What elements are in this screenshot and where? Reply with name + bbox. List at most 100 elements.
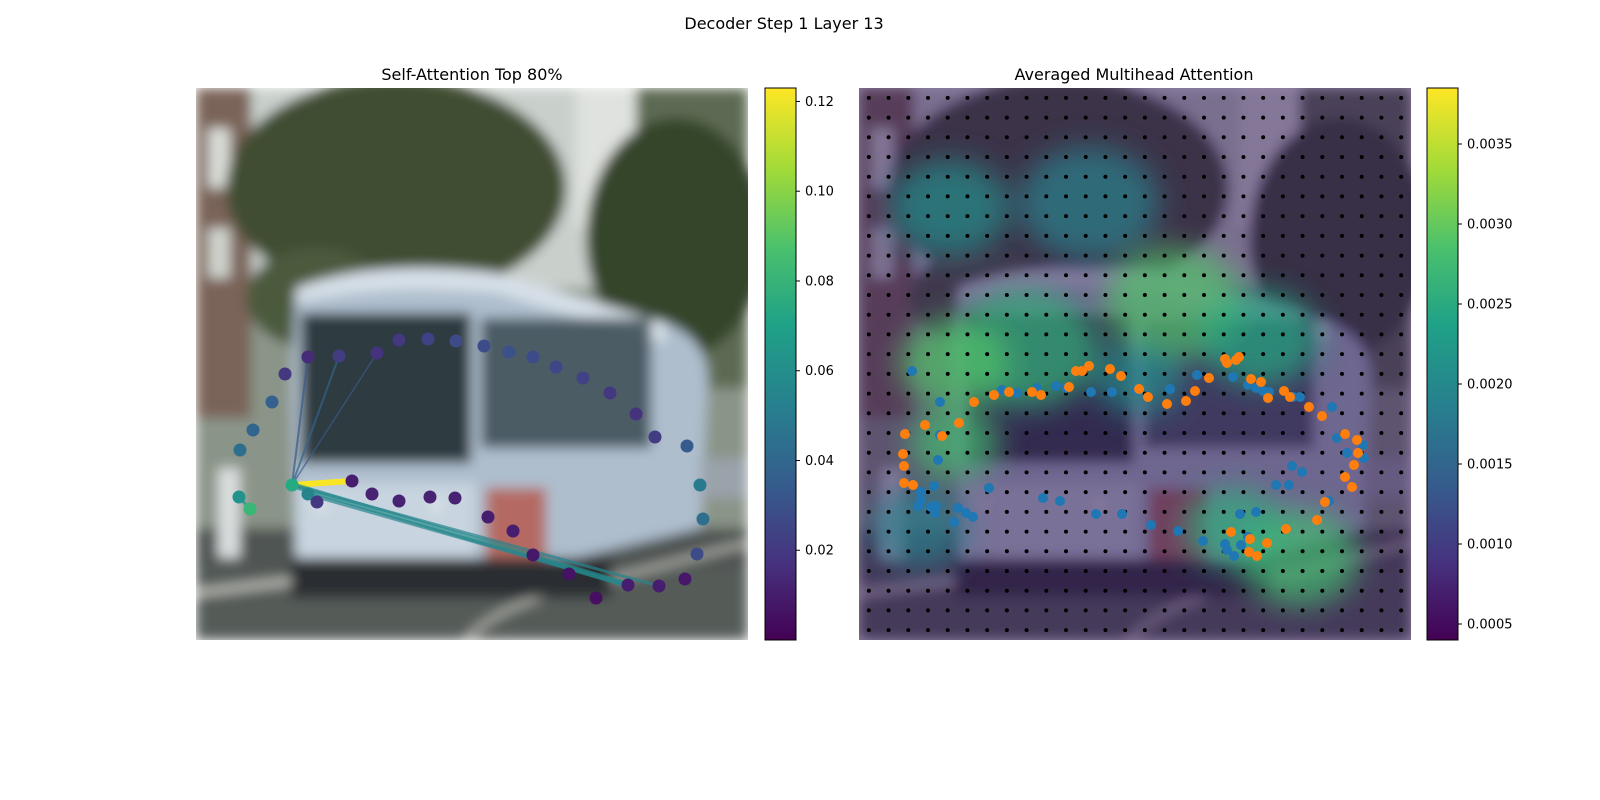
grid-dot — [1004, 115, 1009, 120]
grid-dot — [926, 588, 930, 593]
grid-dot — [1359, 233, 1364, 238]
orange-reference-point — [908, 480, 918, 490]
grid-dot — [1261, 273, 1266, 278]
grid-dot — [1221, 371, 1226, 376]
grid-dot — [1083, 628, 1088, 633]
grid-dot — [1083, 490, 1088, 495]
grid-dot — [945, 115, 950, 120]
grid-dot — [906, 253, 911, 258]
grid-dot — [1162, 490, 1167, 495]
grid-dot — [926, 411, 930, 416]
grid-dot — [1241, 450, 1246, 455]
grid-dot — [1103, 155, 1108, 159]
grid-dot — [1182, 273, 1187, 278]
orange-reference-point — [1340, 472, 1350, 482]
colorbar-tick-label: 0.0035 — [1467, 138, 1513, 153]
grid-dot — [1340, 608, 1344, 613]
grid-dot — [1004, 135, 1009, 140]
grid-dot — [906, 233, 911, 238]
grid-dot — [1103, 214, 1108, 219]
grid-dot — [1024, 371, 1029, 376]
grid-dot — [1182, 628, 1187, 633]
grid-dot — [1340, 352, 1344, 357]
grid-dot — [1399, 174, 1404, 179]
grid-dot — [985, 371, 990, 376]
grid-dot — [1261, 332, 1266, 337]
orange-reference-point — [1246, 374, 1256, 384]
grid-dot — [1221, 529, 1226, 534]
grid-dot — [906, 529, 911, 534]
grid-dot — [1340, 391, 1344, 396]
grid-dot — [1182, 588, 1187, 593]
attention-edge — [289, 478, 355, 488]
grid-dot — [1123, 95, 1128, 100]
grid-dot — [1221, 214, 1226, 219]
blue-reference-point — [929, 481, 939, 491]
colorbar-tick-label: 0.10 — [805, 185, 834, 200]
grid-dot — [1142, 312, 1147, 317]
grid-dot — [886, 293, 891, 297]
grid-dot — [1221, 273, 1226, 278]
attention-point — [603, 386, 617, 400]
attention-point — [265, 395, 279, 409]
grid-dot — [1123, 194, 1128, 199]
self-attention-panel: Self-Attention Top 80% 0.020.040.060.080… — [196, 65, 834, 641]
grid-dot — [1261, 155, 1266, 159]
grid-dot — [1202, 470, 1206, 475]
orange-reference-point — [1244, 547, 1254, 557]
grid-dot — [1044, 194, 1049, 199]
grid-dot — [945, 233, 950, 238]
grid-dot — [1083, 450, 1088, 455]
orange-reference-point — [1285, 392, 1295, 402]
grid-dot — [1044, 490, 1049, 495]
grid-dot — [906, 490, 911, 495]
attention-point — [285, 478, 299, 492]
grid-dot — [1241, 470, 1246, 475]
grid-dot — [1024, 135, 1029, 140]
grid-dot — [1083, 135, 1088, 140]
grid-dot — [1182, 490, 1187, 495]
grid-dot — [926, 312, 930, 317]
grid-dot — [1379, 391, 1384, 396]
blue-reference-point — [949, 517, 959, 527]
grid-dot — [1142, 233, 1147, 238]
grid-dot — [1103, 569, 1108, 573]
blue-reference-point — [1229, 551, 1239, 561]
grid-dot — [1280, 95, 1285, 100]
grid-dot — [1162, 352, 1167, 357]
grid-dot — [1182, 332, 1187, 337]
heatmap-hotspot — [1199, 290, 1319, 386]
grid-dot — [1103, 431, 1108, 435]
grid-dot — [1202, 569, 1206, 573]
grid-dot — [1221, 588, 1226, 593]
grid-dot — [985, 174, 990, 179]
grid-dot — [1044, 115, 1049, 120]
attention-point — [696, 512, 710, 526]
grid-dot — [1359, 332, 1364, 337]
orange-reference-point — [1349, 460, 1359, 470]
grid-dot — [965, 431, 970, 435]
grid-dot — [886, 155, 891, 159]
grid-dot — [926, 569, 930, 573]
grid-dot — [1359, 155, 1364, 159]
grid-dot — [1083, 312, 1088, 317]
grid-dot — [866, 628, 871, 633]
grid-dot — [985, 293, 990, 297]
grid-dot — [1182, 470, 1187, 475]
grid-dot — [1399, 332, 1404, 337]
attention-point — [629, 407, 643, 421]
grid-dot — [1064, 470, 1068, 475]
heatmap-hotspots — [869, 147, 1359, 606]
grid-dot — [1300, 529, 1305, 534]
grid-dot — [1320, 332, 1325, 337]
orange-reference-point — [1245, 534, 1255, 544]
grid-dot — [1083, 273, 1088, 278]
grid-dot — [1300, 490, 1305, 495]
blue-reference-point — [933, 455, 943, 465]
grid-dot — [1182, 253, 1187, 258]
grid-dot — [1320, 233, 1325, 238]
grid-dot — [1123, 450, 1128, 455]
colorbar-tick-label: 0.02 — [805, 544, 834, 559]
grid-dot — [1300, 95, 1305, 100]
grid-dot — [1103, 588, 1108, 593]
